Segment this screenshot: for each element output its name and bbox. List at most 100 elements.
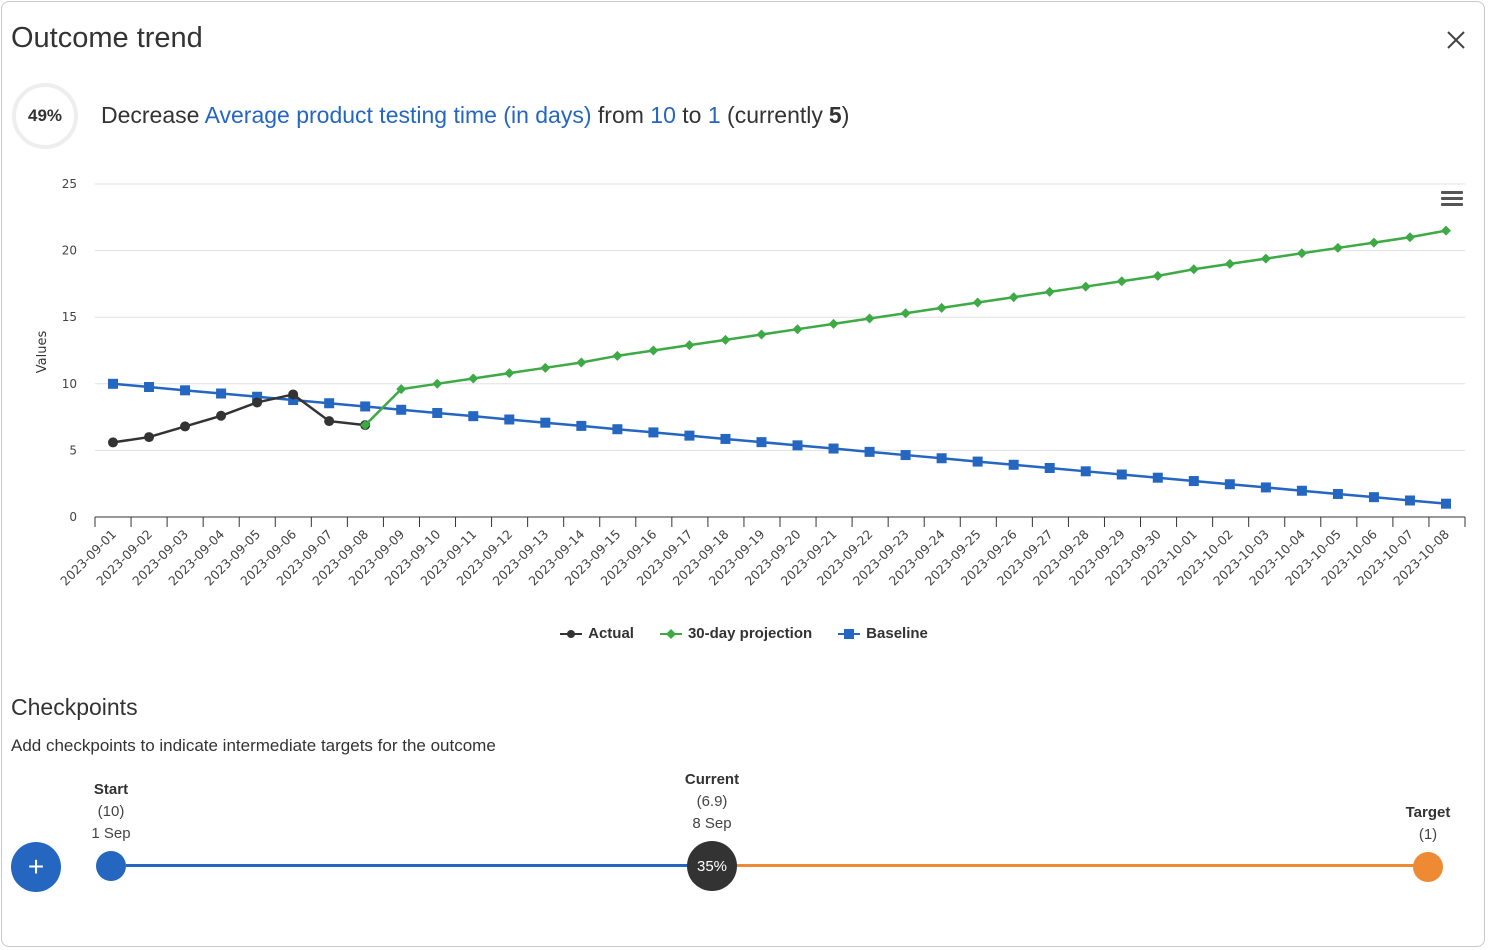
data-point <box>972 297 983 308</box>
data-point <box>396 404 407 415</box>
data-point <box>288 395 299 406</box>
data-point <box>468 411 479 422</box>
data-point <box>1368 237 1379 248</box>
start-title: Start <box>93 781 129 798</box>
progress-line-remaining <box>736 864 1416 867</box>
series-line-actual <box>112 393 366 444</box>
target-checkpoint[interactable] <box>1413 852 1443 882</box>
data-point <box>216 388 227 399</box>
y-tick-label: 20 <box>62 244 77 258</box>
progress-ring: 49% <box>12 83 78 149</box>
data-point <box>1080 281 1091 292</box>
data-point <box>432 407 443 418</box>
data-point <box>1368 492 1379 503</box>
data-point <box>1224 258 1235 269</box>
legend-actual[interactable]: Actual <box>560 625 634 642</box>
target-title: Target <box>1405 804 1451 821</box>
data-point <box>1008 292 1019 303</box>
data-point <box>1188 476 1199 487</box>
data-point <box>792 440 803 451</box>
data-point <box>540 362 551 373</box>
data-point <box>648 345 659 356</box>
progress-percent: 49% <box>27 106 63 125</box>
data-point <box>1296 248 1307 259</box>
data-point <box>216 410 227 421</box>
metric-link[interactable]: Average product testing time (in days) <box>204 102 592 128</box>
data-point <box>144 432 155 443</box>
data-point <box>1441 498 1451 509</box>
data-point <box>1260 253 1271 264</box>
data-point <box>252 397 263 408</box>
data-point <box>432 378 443 389</box>
chart-menu-icon[interactable] <box>1441 191 1463 209</box>
checkpoints-title: Checkpoints <box>11 694 138 720</box>
data-point <box>1224 479 1235 490</box>
start-date: 1 Sep <box>91 825 131 842</box>
legend-projection[interactable]: 30-day projection <box>659 625 813 642</box>
current-title: Current <box>684 771 740 788</box>
data-point <box>972 456 983 467</box>
data-point <box>648 427 659 438</box>
data-point <box>684 340 695 351</box>
data-point <box>576 357 587 368</box>
dialog-title: Outcome trend <box>11 22 203 54</box>
outcome-chart: 05101520252023-09-012023-09-022023-09-03… <box>35 177 1466 588</box>
data-point <box>612 350 623 361</box>
data-point <box>576 420 587 431</box>
data-point <box>540 417 551 428</box>
data-point <box>360 401 371 412</box>
data-point <box>828 443 839 454</box>
verb: Decrease <box>101 102 200 128</box>
data-point <box>1044 462 1055 473</box>
data-point <box>108 437 118 448</box>
legend-baseline[interactable]: Baseline <box>838 625 928 642</box>
currently-prefix: (currently <box>727 102 823 128</box>
close-icon[interactable] <box>1442 26 1470 54</box>
data-point <box>720 334 731 345</box>
legend-label: 30-day projection <box>687 625 813 642</box>
data-point <box>1152 270 1163 281</box>
data-point <box>1008 459 1019 470</box>
current-date: 8 Sep <box>692 815 732 832</box>
currently-suffix: ) <box>841 102 850 128</box>
data-point <box>504 368 515 379</box>
data-point <box>1044 286 1055 297</box>
current-value: 5 <box>828 102 842 128</box>
data-point <box>828 318 839 329</box>
to-value: 1 <box>707 102 721 128</box>
data-point <box>1296 485 1307 496</box>
data-point <box>900 450 911 461</box>
data-point <box>1260 482 1271 493</box>
data-point <box>1188 264 1199 275</box>
data-point <box>504 414 515 425</box>
add-checkpoint-button[interactable]: + <box>11 842 61 892</box>
target-label: Target (1) <box>1406 802 1451 846</box>
data-point <box>900 308 911 319</box>
current-percent: 35% <box>696 857 728 875</box>
start-value: (10) <box>97 803 125 820</box>
data-point <box>612 424 623 435</box>
start-checkpoint[interactable] <box>96 851 126 881</box>
data-point <box>1404 232 1415 243</box>
series-line-baseline <box>112 382 1447 505</box>
data-point <box>1404 495 1415 506</box>
data-point <box>252 391 263 402</box>
data-point <box>324 416 335 427</box>
chart-legend: Actual 30-day projection Baseline <box>0 625 1488 642</box>
data-point <box>1116 469 1127 480</box>
circle-marker-icon <box>560 629 583 638</box>
current-checkpoint[interactable]: 35% <box>687 841 737 891</box>
data-point <box>144 381 155 392</box>
data-point <box>324 398 335 409</box>
data-point <box>864 446 875 457</box>
to-word: to <box>682 102 702 128</box>
data-point <box>1152 472 1163 483</box>
data-point <box>180 385 191 396</box>
diamond-marker-icon <box>659 628 682 639</box>
data-point <box>864 313 875 324</box>
y-tick-label: 0 <box>69 510 77 524</box>
outcome-description: Decrease Average product testing time (i… <box>101 102 849 129</box>
square-marker-icon <box>838 628 861 639</box>
y-tick-label: 15 <box>62 310 77 324</box>
